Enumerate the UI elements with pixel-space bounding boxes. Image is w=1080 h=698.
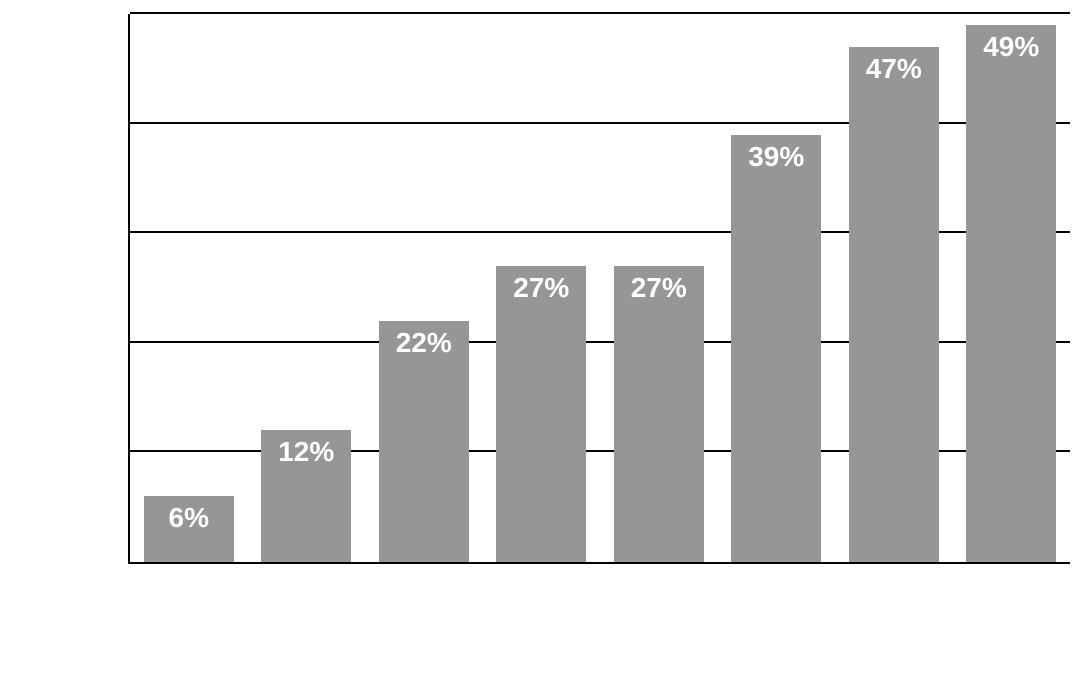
- bar-value-label: 39%: [731, 141, 821, 173]
- bar-value-label: 27%: [614, 272, 704, 304]
- bar: 27%: [496, 266, 586, 562]
- plot-area: 6% 12% 22% 27% 27% 39% 47% 49%: [128, 14, 1070, 564]
- bar-value-label: 12%: [261, 436, 351, 468]
- bar: 27%: [614, 266, 704, 562]
- bar: 12%: [261, 430, 351, 562]
- bar-value-label: 27%: [496, 272, 586, 304]
- bar: 39%: [731, 135, 821, 562]
- bar-value-label: 22%: [379, 327, 469, 359]
- bar: 22%: [379, 321, 469, 562]
- bar: 6%: [144, 496, 234, 562]
- bar: 49%: [966, 25, 1056, 562]
- bar-value-label: 6%: [144, 502, 234, 534]
- bar-value-label: 47%: [849, 53, 939, 85]
- bar: 47%: [849, 47, 939, 562]
- bar-chart: 6% 12% 22% 27% 27% 39% 47% 49%: [0, 0, 1080, 698]
- bar-value-label: 49%: [966, 31, 1056, 63]
- bars-container: 6% 12% 22% 27% 27% 39% 47% 49%: [130, 14, 1070, 562]
